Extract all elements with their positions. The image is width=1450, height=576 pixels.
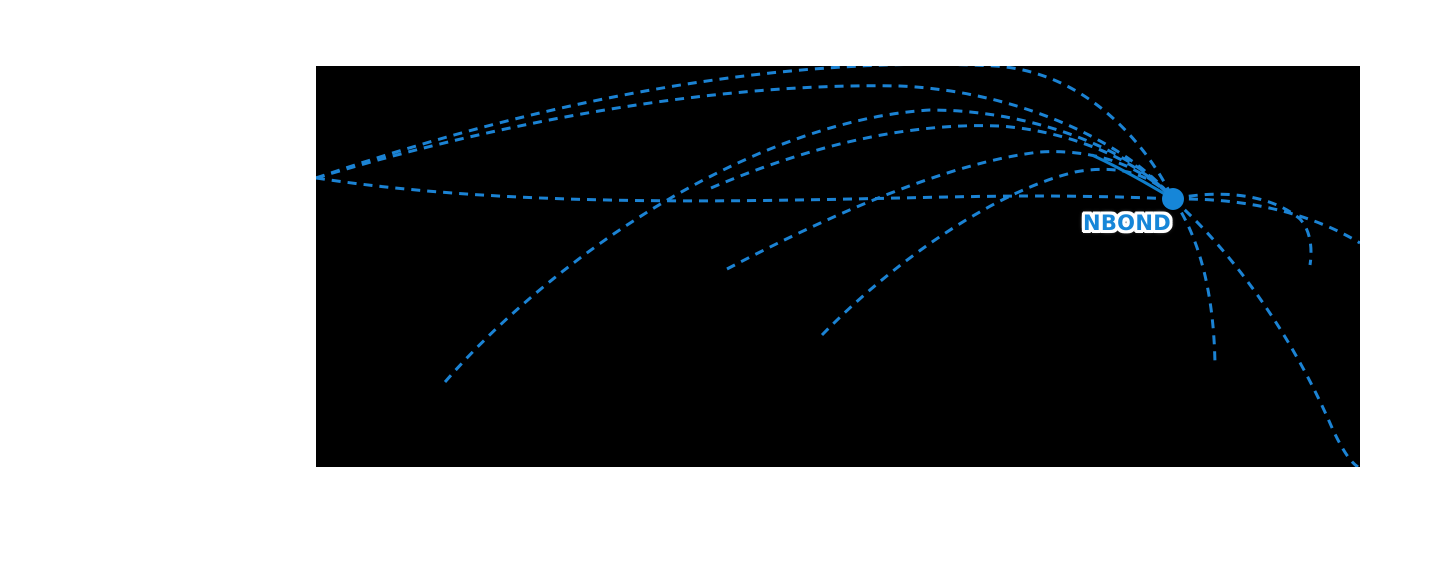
- graph-edge[interactable]: [1172, 192, 1313, 266]
- graph-edge[interactable]: [1171, 197, 1359, 467]
- graph-edge[interactable]: [443, 108, 1175, 383]
- edges-layer: [316, 64, 1360, 467]
- graph-edge[interactable]: [1171, 198, 1217, 366]
- graph-edge[interactable]: [1172, 197, 1360, 245]
- graph-node[interactable]: [1162, 188, 1184, 210]
- graph-edge[interactable]: [820, 167, 1175, 337]
- graph-edge[interactable]: [316, 84, 1175, 200]
- graph-edge[interactable]: [710, 124, 1175, 200]
- graph-edge[interactable]: [726, 150, 1175, 271]
- graph-edge[interactable]: [316, 64, 1175, 200]
- graph-edge[interactable]: [316, 176, 1174, 203]
- plot-background: [316, 66, 1360, 467]
- nodes-layer: [1162, 188, 1184, 210]
